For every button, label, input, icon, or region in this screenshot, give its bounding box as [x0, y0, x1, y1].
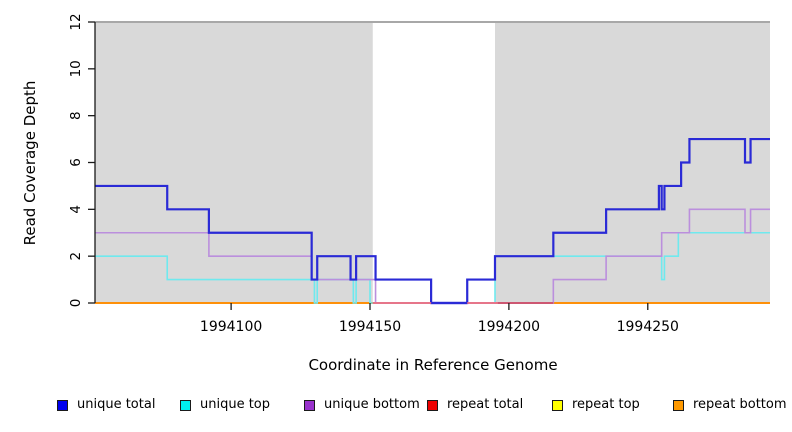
y-tick-label: 4: [68, 205, 84, 214]
shaded-region: [95, 22, 373, 303]
y-tick-label: 0: [68, 299, 84, 308]
y-tick-label: 10: [68, 60, 84, 77]
y-tick-label: 8: [68, 111, 84, 120]
x-axis-title: Coordinate in Reference Genome: [308, 356, 558, 374]
y-tick-label: 2: [68, 252, 84, 261]
y-axis-title: Read Coverage Depth: [21, 80, 39, 246]
x-tick-label: 1994200: [478, 319, 540, 335]
x-tick-label: 1994150: [339, 319, 401, 335]
y-tick-label: 6: [68, 158, 84, 167]
x-tick-label: 1994250: [617, 319, 679, 335]
series-line-unique-total: [95, 137, 770, 305]
y-tick-label: 12: [68, 13, 84, 30]
x-tick-label: 1994100: [200, 319, 262, 335]
shaded-region: [495, 22, 770, 303]
